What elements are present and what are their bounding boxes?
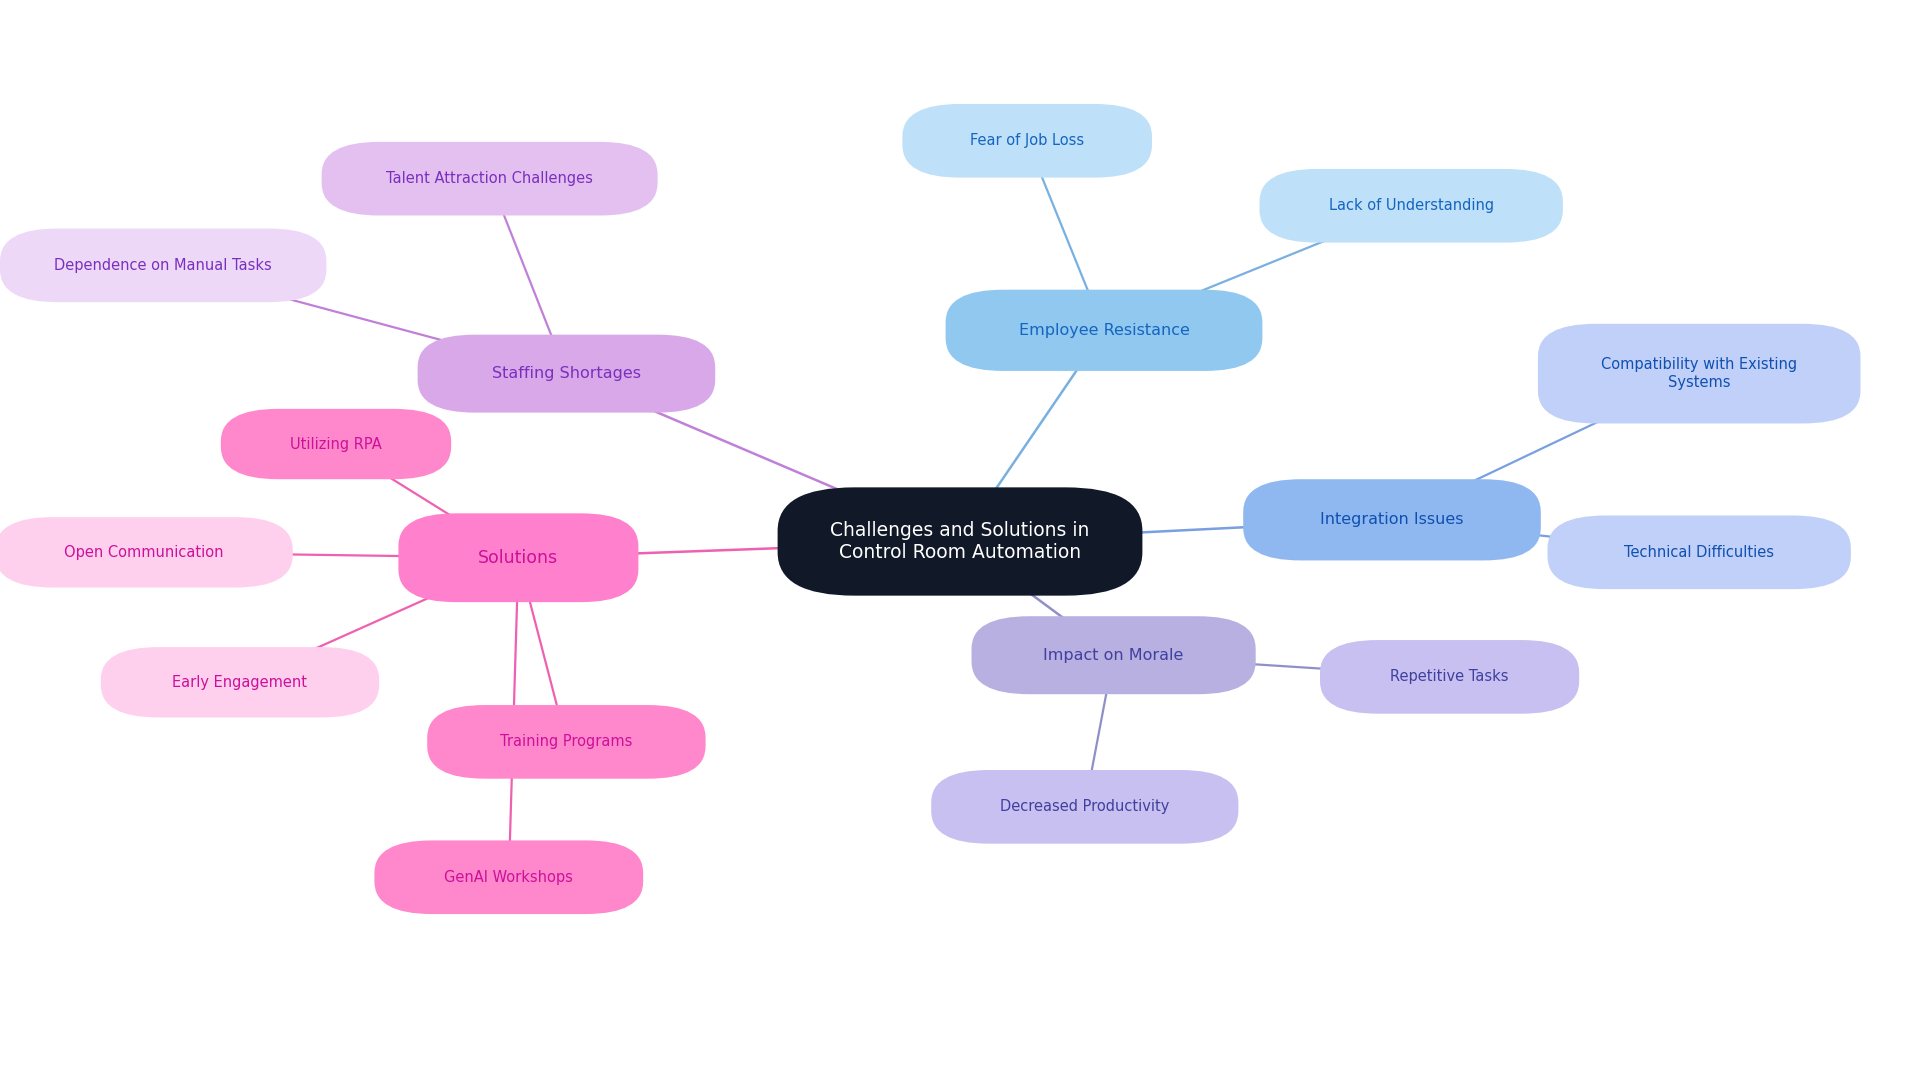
FancyBboxPatch shape [1260, 169, 1563, 243]
FancyBboxPatch shape [321, 142, 657, 216]
Text: Utilizing RPA: Utilizing RPA [290, 436, 382, 452]
FancyBboxPatch shape [945, 290, 1263, 370]
FancyBboxPatch shape [399, 513, 637, 602]
Text: Staffing Shortages: Staffing Shortages [492, 366, 641, 381]
Text: Decreased Productivity: Decreased Productivity [1000, 799, 1169, 814]
Text: Lack of Understanding: Lack of Understanding [1329, 198, 1494, 213]
FancyBboxPatch shape [972, 616, 1256, 694]
Text: Employee Resistance: Employee Resistance [1020, 323, 1188, 338]
FancyBboxPatch shape [426, 705, 707, 779]
Text: Integration Issues: Integration Issues [1321, 512, 1463, 527]
Text: Training Programs: Training Programs [501, 734, 632, 749]
Text: Fear of Job Loss: Fear of Job Loss [970, 133, 1085, 148]
FancyBboxPatch shape [0, 518, 292, 587]
Text: Compatibility with Existing
Systems: Compatibility with Existing Systems [1601, 357, 1797, 390]
FancyBboxPatch shape [417, 335, 714, 413]
Text: Solutions: Solutions [478, 549, 559, 566]
Text: Challenges and Solutions in
Control Room Automation: Challenges and Solutions in Control Room… [829, 521, 1091, 562]
FancyBboxPatch shape [221, 409, 451, 479]
FancyBboxPatch shape [1538, 324, 1860, 423]
Text: Technical Difficulties: Technical Difficulties [1624, 545, 1774, 560]
FancyBboxPatch shape [931, 770, 1238, 844]
FancyBboxPatch shape [1321, 640, 1578, 714]
Text: Talent Attraction Challenges: Talent Attraction Challenges [386, 171, 593, 186]
FancyBboxPatch shape [1242, 479, 1540, 561]
Text: Repetitive Tasks: Repetitive Tasks [1390, 669, 1509, 684]
FancyBboxPatch shape [902, 104, 1152, 178]
FancyBboxPatch shape [1548, 516, 1851, 589]
Text: Early Engagement: Early Engagement [173, 675, 307, 690]
FancyBboxPatch shape [100, 648, 380, 718]
FancyBboxPatch shape [778, 487, 1142, 596]
Text: Dependence on Manual Tasks: Dependence on Manual Tasks [54, 258, 273, 273]
Text: Impact on Morale: Impact on Morale [1043, 648, 1185, 663]
FancyBboxPatch shape [374, 840, 643, 914]
Text: GenAI Workshops: GenAI Workshops [444, 870, 574, 885]
FancyBboxPatch shape [0, 229, 326, 302]
Text: Open Communication: Open Communication [63, 545, 225, 560]
